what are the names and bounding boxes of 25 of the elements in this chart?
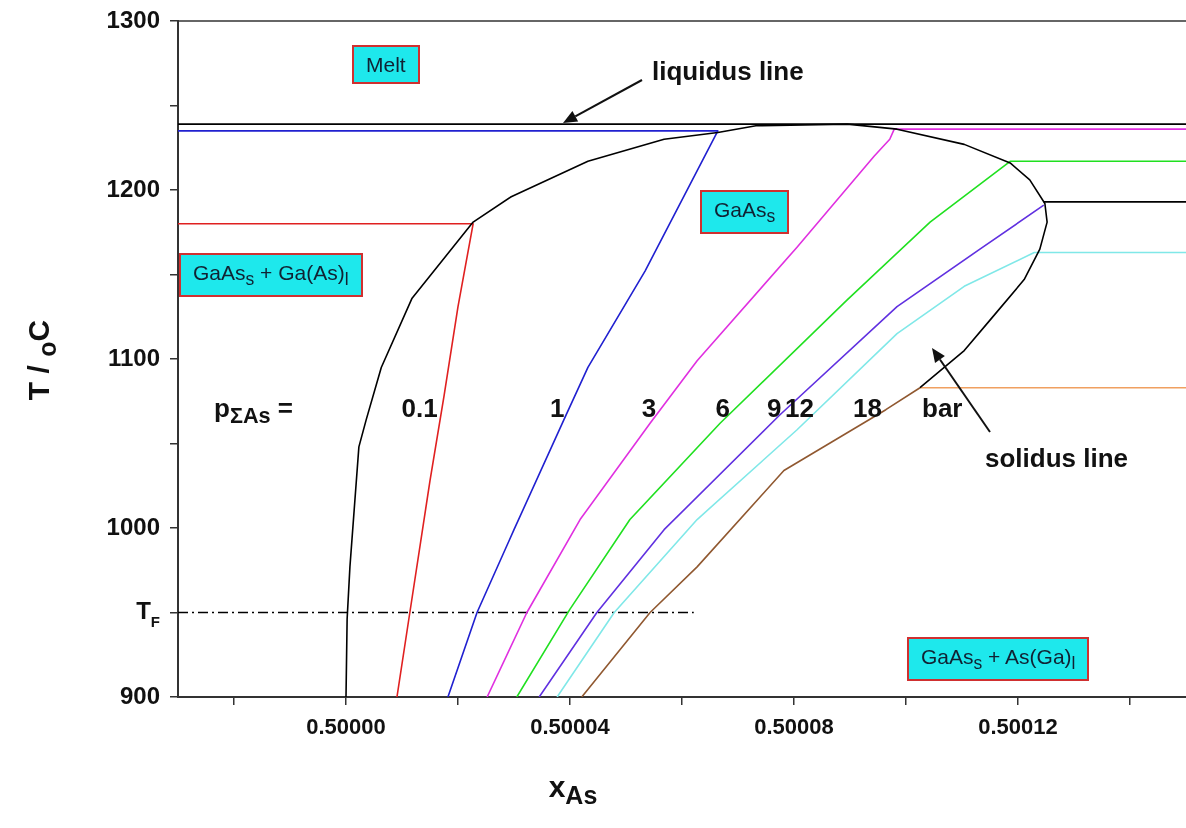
- y-tick-label: 1000: [106, 512, 160, 540]
- x-tick-label: 0.50004: [530, 714, 611, 740]
- x-tick-label: 0.50008: [754, 714, 834, 740]
- annotation: solidus line: [985, 442, 1129, 475]
- series-label: 6: [715, 392, 731, 423]
- annotation: GaAs$_{s}$ + As(Ga)$_{l}$: [907, 637, 1090, 681]
- series-label: 1: [550, 392, 565, 423]
- annotation: Melt: [352, 45, 420, 85]
- series-label: 3: [641, 392, 657, 423]
- annotation: bar: [922, 392, 963, 425]
- y-tick-label: 1100: [107, 343, 161, 371]
- series-label: 18: [852, 392, 882, 423]
- annotation: GaAs$_{s}$ + Ga(As)$_{l}$: [179, 253, 363, 297]
- series-label: 0.1: [401, 392, 438, 423]
- x-tick-label: 0.50000: [306, 714, 386, 740]
- y-tick-label: 900: [119, 681, 160, 709]
- series-label: 9: [767, 392, 782, 423]
- series-label: 12: [784, 392, 814, 423]
- y-tick-label: 1200: [106, 174, 160, 202]
- annotation: liquidus line: [652, 55, 804, 88]
- y-tick-label: 1300: [106, 5, 160, 33]
- annotation: p$_{ΣAs}$ =: [214, 392, 293, 431]
- annotation: GaAs$_{s}$: [700, 190, 790, 234]
- x-axis-title: x$_{As}$: [548, 770, 598, 810]
- x-tick-label: 0.50012: [978, 714, 1058, 740]
